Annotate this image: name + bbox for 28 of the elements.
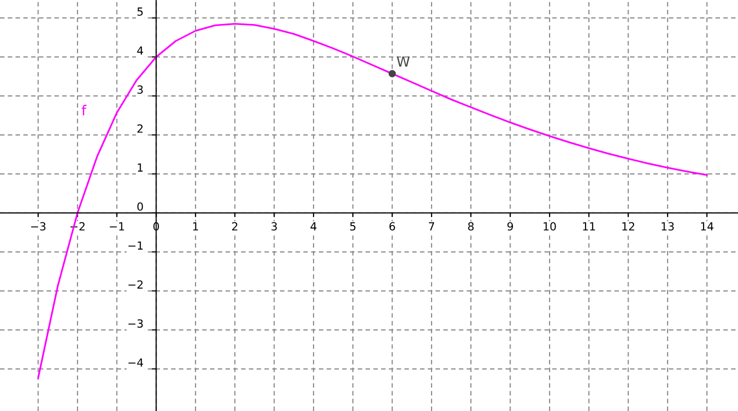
x-tick-label: 4 <box>310 222 316 230</box>
y-tick-label: −2 <box>128 280 143 289</box>
y-tick-label: 3 <box>137 85 143 94</box>
y-tick-label: 4 <box>137 46 144 55</box>
x-tick-label: −1 <box>110 222 124 230</box>
y-tick-label: 1 <box>138 164 143 172</box>
x-tick-label: 14 <box>701 222 714 230</box>
y-tick-label: −4 <box>128 358 144 367</box>
x-tick-label: 1 <box>193 222 198 230</box>
x-tick-label: 6 <box>389 222 396 231</box>
y-tick-label: −1 <box>128 241 143 250</box>
annotation: W <box>396 56 410 67</box>
x-tick-label: 9 <box>507 222 513 231</box>
x-tick-label: −3 <box>31 222 46 231</box>
x-tick-label: 7 <box>428 222 434 230</box>
y-tick-label: −3 <box>128 319 143 328</box>
x-tick-label: 8 <box>468 222 474 231</box>
x-tick-label: 3 <box>272 222 277 231</box>
y-tick-label: 5 <box>137 8 143 16</box>
y-tick-label: 0 <box>137 202 143 211</box>
x-tick-label: 11 <box>583 222 595 230</box>
series-label: f <box>82 104 87 116</box>
y-tick-label: 2 <box>137 124 143 133</box>
x-tick-label: 13 <box>662 222 674 231</box>
x-tick-label: 2 <box>232 222 238 230</box>
x-tick-label: 12 <box>622 222 634 230</box>
x-tick-label: 5 <box>350 222 356 231</box>
x-tick-label: 10 <box>544 222 556 231</box>
